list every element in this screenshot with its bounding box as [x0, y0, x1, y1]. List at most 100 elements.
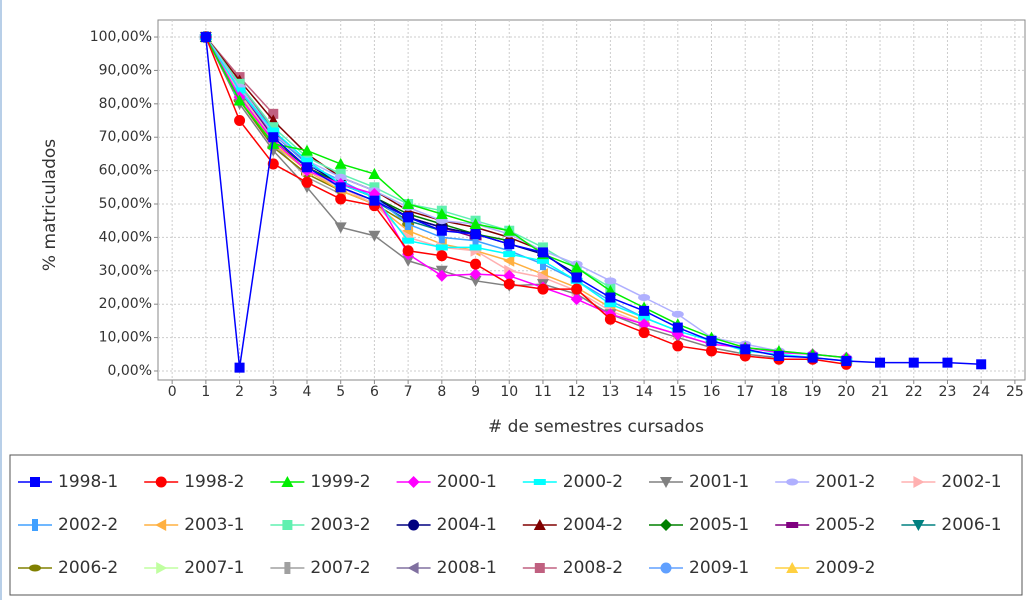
legend-label: 2008-2: [563, 558, 623, 578]
point: [436, 225, 447, 236]
point: [506, 244, 513, 257]
legend-marker: [660, 519, 672, 531]
y-tick-label: 90,00%: [99, 62, 152, 78]
point: [536, 257, 549, 264]
legend-label: 2000-2: [563, 472, 623, 492]
legend-label: 2007-2: [310, 558, 370, 578]
point: [402, 198, 415, 210]
legend-label: 2003-2: [310, 515, 370, 535]
x-tick-label: 14: [635, 384, 653, 400]
point: [537, 283, 549, 295]
point: [335, 193, 347, 205]
series-line: [205, 36, 847, 366]
y-tick-label: 20,00%: [99, 296, 152, 312]
point: [402, 255, 415, 267]
legend-marker: [32, 519, 38, 531]
x-tick-label: 4: [303, 384, 312, 400]
point: [537, 247, 548, 258]
point: [334, 173, 347, 181]
point: [706, 345, 718, 357]
y-tick-label: 60,00%: [99, 163, 152, 179]
point: [976, 359, 987, 370]
point: [200, 32, 211, 43]
point: [435, 208, 448, 220]
legend-marker: [786, 562, 799, 573]
y-tick-label: 70,00%: [99, 129, 152, 145]
point: [604, 313, 616, 325]
legend-label: 2006-1: [941, 515, 1001, 535]
point: [469, 268, 482, 281]
point: [334, 222, 347, 234]
point: [472, 234, 479, 247]
point: [604, 277, 617, 285]
point: [503, 278, 515, 290]
point: [740, 344, 751, 355]
point: [435, 269, 448, 282]
legend-label: 2009-2: [815, 558, 875, 578]
point: [503, 254, 515, 267]
x-tick-label: 10: [500, 384, 518, 400]
point: [435, 244, 448, 251]
series-line: [205, 36, 847, 359]
x-tick-label: 16: [703, 384, 721, 400]
point: [369, 195, 380, 206]
point: [671, 310, 684, 318]
point: [570, 293, 583, 306]
x-tick-label: 11: [534, 384, 552, 400]
point: [571, 283, 583, 295]
y-axis-label: % matriculados: [40, 139, 60, 271]
point: [773, 350, 784, 361]
point: [436, 250, 448, 262]
legend-marker: [660, 477, 672, 488]
point: [908, 357, 919, 368]
point: [942, 357, 953, 368]
x-tick-label: 18: [770, 384, 788, 400]
legend-marker: [282, 520, 293, 530]
point: [368, 230, 381, 242]
point: [405, 218, 412, 231]
x-tick-label: 22: [905, 384, 923, 400]
point: [334, 157, 347, 169]
x-tick-label: 20: [837, 384, 855, 400]
point: [503, 224, 516, 236]
point: [638, 327, 650, 339]
x-tick-label: 3: [269, 384, 278, 400]
legend-marker: [407, 476, 420, 488]
legend-label: 2006-2: [58, 558, 118, 578]
point: [470, 229, 481, 240]
legend-label: 2004-2: [563, 515, 623, 535]
y-tick-label: 30,00%: [99, 263, 152, 279]
legend-label: 2002-2: [58, 515, 118, 535]
point: [233, 87, 246, 94]
legend-marker: [29, 564, 41, 572]
legend-marker: [533, 479, 546, 485]
point: [672, 322, 683, 333]
legend-marker: [534, 563, 545, 573]
point: [503, 251, 516, 258]
legend-label: 2001-2: [815, 472, 875, 492]
x-tick-label: 13: [601, 384, 619, 400]
y-tick-label: 100,00%: [90, 29, 152, 45]
point: [268, 132, 279, 143]
legend-label: 1999-2: [310, 472, 370, 492]
legend-marker: [281, 476, 294, 487]
x-tick-label: 0: [168, 384, 177, 400]
legend-marker: [786, 478, 799, 486]
plot-area: [157, 19, 1026, 381]
x-axis-label: # de semestres cursados: [488, 417, 704, 437]
point: [571, 272, 582, 283]
legend-marker: [284, 562, 291, 574]
point: [503, 269, 516, 282]
y-tick-label: 50,00%: [99, 196, 152, 212]
x-tick-label: 6: [370, 384, 379, 400]
point: [301, 162, 312, 173]
legend-label: 2005-2: [815, 515, 875, 535]
x-tick-label: 17: [736, 384, 754, 400]
point: [638, 314, 651, 321]
legend-label: 2000-1: [437, 472, 497, 492]
x-tick-label: 12: [568, 384, 586, 400]
legend-marker: [407, 562, 419, 574]
x-tick-label: 25: [1006, 384, 1024, 400]
point: [403, 212, 414, 223]
x-tick-label: 24: [972, 384, 990, 400]
